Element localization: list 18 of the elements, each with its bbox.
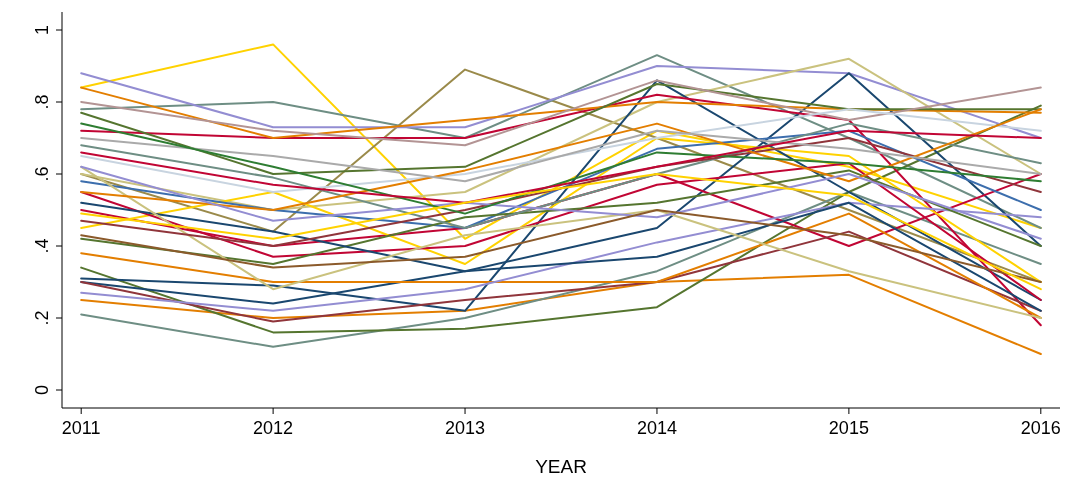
y-tick-label: .2 [32,310,52,326]
line-series [80,129,1042,183]
line-series [80,108,1042,193]
x-tick-label: 2014 [636,418,677,438]
x-axis-title: YEAR [535,456,587,477]
y-tick-label: .4 [32,238,52,254]
y-tick-label: .8 [32,94,52,110]
x-tick-label: 2012 [253,418,294,438]
x-tick-label: 2011 [61,418,101,438]
line-series [80,209,1042,283]
x-tick-label: 2015 [828,418,869,438]
y-tick-label: 0 [32,384,52,396]
y-tick-label: 1 [32,24,52,36]
x-tick-label: 2013 [445,418,486,438]
line-series [80,137,1042,247]
line-series [80,191,1042,348]
x-tick-label: 2016 [1020,418,1061,438]
y-tick-label: .6 [32,166,52,182]
